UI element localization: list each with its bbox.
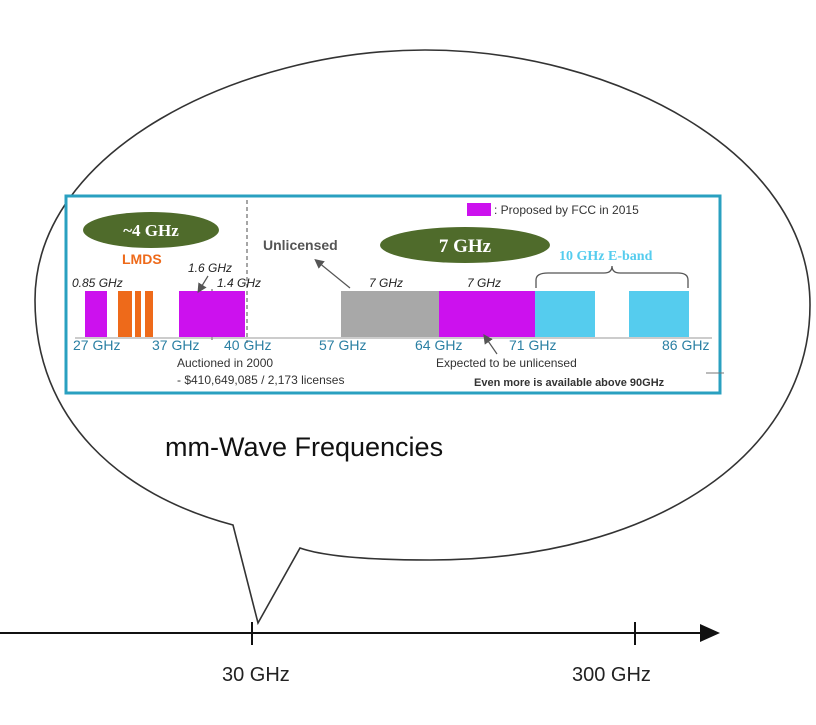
- auctioned-price-note: - $410,649,085 / 2,173 licenses: [177, 373, 344, 387]
- band-eband-2: [629, 291, 689, 337]
- eband-bracket: [535, 265, 689, 288]
- freq-label: 27 GHz: [73, 337, 120, 353]
- freq-label: 71 GHz: [509, 337, 556, 353]
- unlicensed-label: Unlicensed: [263, 237, 338, 253]
- band-lmds-2: [135, 291, 141, 337]
- axis-arrowhead: [700, 624, 720, 642]
- oval-7ghz-label: 7 GHz: [439, 236, 492, 257]
- tick-label-300ghz: 300 GHz: [572, 664, 651, 686]
- above-90ghz-note: Even more is available above 90GHz: [474, 377, 665, 389]
- oval-4ghz: [83, 212, 219, 248]
- band-unlicensed: [341, 291, 439, 337]
- freq-label: 86 GHz: [662, 337, 709, 353]
- lmds-label: LMDS: [122, 251, 162, 267]
- bandwidth-label: 7 GHz: [369, 276, 403, 290]
- arrow-unlicensed: [314, 258, 351, 289]
- spectrum-figure: : Proposed by FCC in 2015 ~4 GHz 7 GHz L…: [64, 194, 724, 395]
- eband-label: 10 GHz E-band: [559, 249, 653, 264]
- freq-label: 37 GHz: [152, 337, 199, 353]
- oval-4ghz-label: ~4 GHz: [123, 221, 179, 240]
- bandwidth-label: 7 GHz: [467, 276, 501, 290]
- legend-label: : Proposed by FCC in 2015: [494, 203, 639, 217]
- band-eband-1: [535, 291, 595, 337]
- legend-swatch: [467, 203, 491, 216]
- expected-unlicensed-note: Expected to be unlicensed: [436, 356, 577, 370]
- arrow-expected: [483, 334, 498, 355]
- bandwidth-label: 1.4 GHz: [217, 276, 261, 290]
- band-27ghz: [85, 291, 107, 337]
- auctioned-note: Auctioned in 2000: [177, 356, 273, 370]
- freq-label: 57 GHz: [319, 337, 366, 353]
- oval-7ghz: [380, 227, 550, 263]
- bandwidth-label: 1.6 GHz: [188, 261, 232, 275]
- band-lmds-3: [145, 291, 153, 337]
- band-37-40ghz: [179, 291, 245, 337]
- tick-label-30ghz: 30 GHz: [222, 664, 290, 686]
- band-lmds-1: [118, 291, 132, 337]
- arrow-1p6ghz: [197, 275, 209, 294]
- freq-label: 64 GHz: [415, 337, 462, 353]
- bubble-caption: mm-Wave Frequencies: [165, 432, 444, 462]
- bandwidth-label: 0.85 GHz: [72, 276, 123, 290]
- freq-label: 40 GHz: [224, 337, 271, 353]
- band-64-71ghz: [439, 291, 535, 337]
